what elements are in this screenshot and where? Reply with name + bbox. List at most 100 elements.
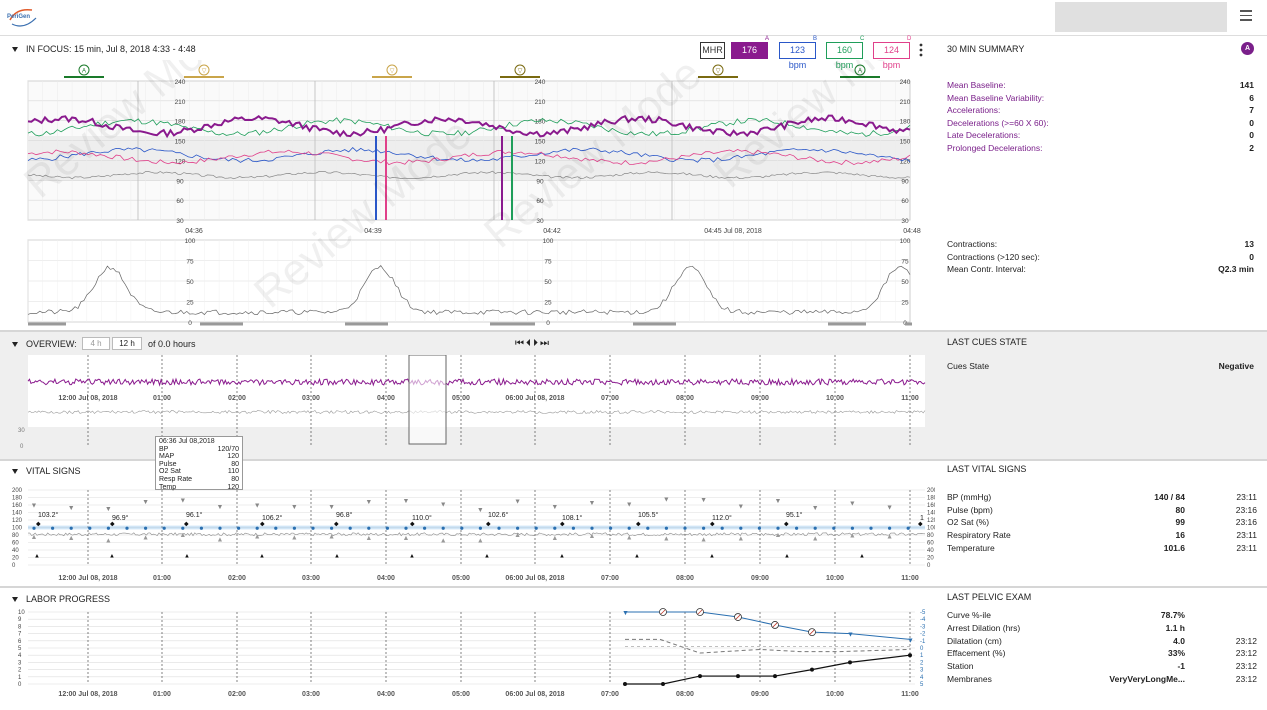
collapse-caret-icon[interactable] <box>12 469 18 475</box>
mode-button[interactable]: MHR <box>700 42 725 59</box>
vitals-header[interactable]: VITAL SIGNS <box>12 466 81 476</box>
tooltip-key: BP <box>159 445 169 453</box>
row-value: 141 <box>1239 80 1254 90</box>
labor-right-axis: -4 <box>920 617 926 623</box>
mode-button[interactable]: 176 bpm <box>731 42 768 70</box>
collapse-caret-icon[interactable] <box>12 47 18 53</box>
vitals-axis-label: 100 <box>12 526 23 532</box>
tooltip-key: MAP <box>159 453 175 461</box>
kebab-menu-icon[interactable] <box>918 43 924 57</box>
labor-left-axis: 2 <box>18 668 22 674</box>
fhr-axis-label: 210 <box>900 99 911 106</box>
event-marker[interactable]: ▽ <box>372 64 412 78</box>
svg-text:▽: ▽ <box>390 69 395 75</box>
pulse-point <box>199 526 203 530</box>
range-12h-button[interactable]: 12 h <box>112 337 142 350</box>
bp-diastolic-marker: ▲ <box>328 533 335 540</box>
fhr-trace <box>27 149 911 166</box>
temperature-label: 105.5° <box>638 511 659 519</box>
playback-nav-icons[interactable]: ⏮⏴⏵⏭ <box>515 338 551 349</box>
row-label: Mean Baseline Variability: <box>947 92 1045 103</box>
row-value: 0 <box>1249 251 1254 262</box>
bp-diastolic-marker: ▲ <box>68 535 75 542</box>
pulse-point <box>367 526 371 530</box>
uc-trace <box>27 265 911 316</box>
vitals-axis-label: 0 <box>12 563 16 569</box>
resp-marker: ▲ <box>859 554 865 560</box>
event-marker[interactable]: ▽ <box>500 64 540 78</box>
vitals-trace <box>27 532 926 537</box>
vitals-axis-label: 100 <box>927 526 935 532</box>
vitals-time-tick: 02:00 <box>228 575 246 582</box>
svg-text:◆: ◆ <box>560 521 565 527</box>
bp-systolic-marker: ▼ <box>700 497 707 504</box>
fhr-axis-label: 240 <box>900 79 911 86</box>
fhr-axis-label: 120 <box>535 158 546 165</box>
overview-header[interactable]: OVERVIEW: <box>12 339 77 349</box>
overview-time-tick: 08:00 <box>676 395 694 402</box>
hamburger-menu-icon[interactable] <box>1240 10 1252 22</box>
event-marker[interactable]: A <box>64 64 104 78</box>
search-box[interactable] <box>1055 2 1227 32</box>
pulse-point <box>181 526 185 530</box>
fhr-axis-label: 30 <box>901 218 909 225</box>
mode-button[interactable]: 160 bpm <box>826 42 863 70</box>
row-value: 101.6 <box>1163 542 1185 553</box>
bp-diastolic-marker: ▲ <box>775 532 782 539</box>
pulse-point <box>534 526 538 530</box>
pulse-point <box>88 526 92 530</box>
tooltip-row: O2 Sat 110 <box>159 468 239 476</box>
temperature-label: 102.6° <box>488 511 509 519</box>
event-marker[interactable]: A <box>840 64 880 78</box>
fhr-axis-label: 90 <box>536 178 544 185</box>
fhr-axis-label: 30 <box>176 218 184 225</box>
labor-time-tick: 11:00 <box>901 691 919 698</box>
resp-marker: ▲ <box>634 554 640 560</box>
collapse-caret-icon[interactable] <box>12 597 18 603</box>
overview-chart[interactable]: 12:00 Jul 08, 2018 01:00 02:00 03:00 04:00 05… <box>0 355 935 455</box>
pulse-point <box>776 526 780 530</box>
vitals-time-tick: 10:00 <box>826 575 844 582</box>
fhr-axis-label: 150 <box>175 139 186 146</box>
pulse-point <box>162 526 166 530</box>
bp-systolic-marker: ▼ <box>365 499 372 506</box>
vitals-chart[interactable]: 2002001801801601601401401201201001008080… <box>0 485 935 585</box>
mode-button[interactable]: 124 bpm <box>873 42 910 70</box>
uc-axis-label: 100 <box>900 238 911 245</box>
uc-axis-label: 50 <box>901 279 909 286</box>
mode-button[interactable]: 123 bpm <box>779 42 816 70</box>
event-marker[interactable]: ▽ <box>698 64 738 78</box>
row-time: 23:16 <box>1235 517 1257 528</box>
event-marker[interactable]: ▽ <box>184 64 224 78</box>
tooltip-key: O2 Sat <box>159 468 181 476</box>
bp-diastolic-marker: ▲ <box>589 533 596 540</box>
focus-window-selector[interactable] <box>408 355 447 445</box>
row-value: 2 <box>1249 143 1254 153</box>
pulse-point <box>478 526 482 530</box>
pulse-point <box>850 526 855 530</box>
tooltip-row: Temp 120 <box>159 484 239 492</box>
row-label: Arrest Dilation (hrs) <box>947 622 1021 633</box>
vitals-axis-label: 40 <box>927 548 934 554</box>
temperature-label: 108.1° <box>562 514 583 522</box>
collapse-caret-icon[interactable] <box>12 342 18 348</box>
in-focus-header[interactable]: IN FOCUS: 15 min, Jul 8, 2018 4:33 - 4:4… <box>12 44 196 54</box>
focus-chart: A ▽ ▽ ▽ ▽ A 240 210 180 150 120 90 60 30 240 210 180 150 1… <box>15 60 935 327</box>
dilation-point <box>908 653 912 658</box>
svg-text:◆: ◆ <box>36 521 41 527</box>
range-4h-button[interactable]: 4 h <box>82 337 110 350</box>
vitals-axis-label: 140 <box>927 511 935 517</box>
overview-time-tick: 07:00 <box>601 395 619 402</box>
svg-text:◆: ◆ <box>184 521 189 527</box>
row-time: 23:11 <box>1236 542 1257 553</box>
pulse-point <box>906 526 910 530</box>
labor-right-axis: 1 <box>920 653 924 659</box>
bp-diastolic-marker: ▲ <box>514 532 521 539</box>
pulse-point <box>292 526 296 530</box>
labor-left-axis: 8 <box>18 624 22 630</box>
labor-time-tick: 04:00 <box>377 691 395 698</box>
station-marker: ▼ <box>847 632 854 639</box>
labor-header[interactable]: LABOR PROGRESS <box>12 594 110 604</box>
dilation-point <box>810 667 814 672</box>
